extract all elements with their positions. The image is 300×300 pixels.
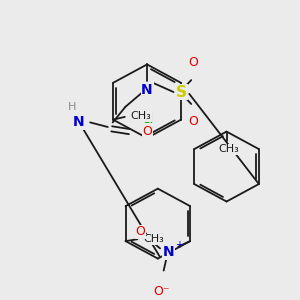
Text: O: O — [188, 115, 198, 128]
Text: CH₃: CH₃ — [143, 234, 164, 244]
Text: N: N — [163, 245, 174, 259]
Text: O: O — [188, 56, 198, 69]
Text: O: O — [135, 225, 145, 239]
Text: N: N — [141, 83, 153, 97]
Text: N: N — [73, 116, 84, 129]
Text: CH₃: CH₃ — [218, 145, 239, 154]
Text: O: O — [142, 125, 152, 138]
Text: H: H — [68, 102, 76, 112]
Text: S: S — [176, 85, 187, 100]
Text: CH₃: CH₃ — [131, 111, 152, 121]
Text: Cl: Cl — [141, 113, 153, 126]
Text: O⁻: O⁻ — [153, 285, 170, 298]
Text: +: + — [176, 240, 183, 250]
